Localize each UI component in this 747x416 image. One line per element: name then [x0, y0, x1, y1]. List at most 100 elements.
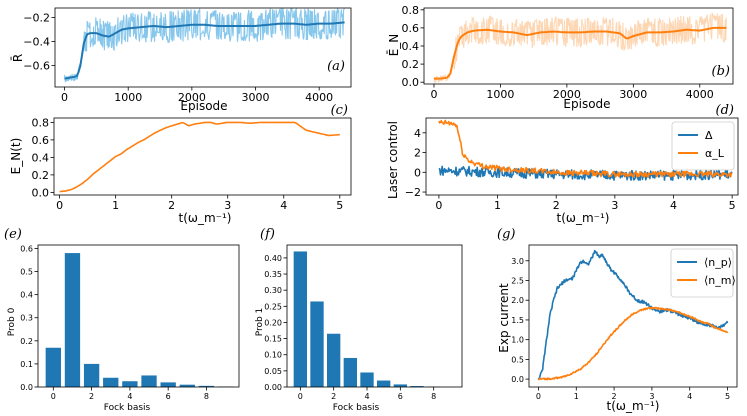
panel-f-ytick-label-6: 0.30 — [264, 286, 282, 295]
panel-g: Exp current t(ω_m⁻¹) (g) 0 1 2 3 4 5 0.0 0.5 1.0… — [497, 227, 738, 413]
panel-f-bar-7 — [410, 386, 424, 387]
panel-d-ytick-label-1: 0 — [414, 166, 421, 179]
panel-f-bar-6 — [393, 384, 407, 387]
panel-b-xtick-label-2: 2000 — [553, 88, 581, 101]
panel-a-series-0 — [64, 21, 345, 80]
panel-a-ytick-label-1: −0.4 — [23, 36, 50, 49]
panel-c-ytick-label-4: 0.8 — [32, 116, 50, 129]
panel-a-xtick-label-2: 2000 — [178, 91, 206, 104]
panel-g-ylabel: Exp current — [497, 283, 511, 353]
panel-f-frame — [286, 244, 463, 388]
panel-f-bar-0 — [293, 251, 307, 387]
panel-g-xtick-label-1: 1 — [574, 392, 579, 401]
panel-d-xtick-label-0: 0 — [435, 199, 442, 212]
panel-f-ytick-label-3: 0.15 — [264, 335, 282, 344]
panel-g-xtick-label-5: 5 — [725, 392, 730, 401]
panel-e-ytick-label-2: 0.2 — [20, 337, 33, 346]
panel-g-ytick-label-5: 2.5 — [511, 277, 524, 286]
panel-e-xtick-label-1: 2 — [89, 392, 94, 401]
panel-d-series-1 — [438, 119, 733, 178]
panel-a-ylabel: R̄ — [11, 54, 25, 62]
panel-c-series-0 — [59, 121, 340, 193]
panel-d-ylabel: Laser control — [386, 121, 400, 199]
panel-d: Laser control t(ω_m⁻¹) (d) 0 1 2 3 4 5 −2 0 2 4 Δα… — [386, 103, 739, 225]
panel-f-ytick-label-8: 0.40 — [264, 254, 282, 263]
panel-b-ytick-label-1: 0.2 — [402, 58, 420, 71]
panel-e-bar-4 — [122, 381, 138, 387]
panel-f-ytick-label-5: 0.25 — [264, 302, 282, 311]
panel-c-ytick-label-3: 0.6 — [32, 134, 50, 147]
panel-a-ytick-label-2: −0.2 — [23, 12, 50, 25]
panel-d-ytick-label-2: 2 — [414, 147, 421, 160]
panel-c-plot-area — [59, 121, 340, 193]
panel-f-ytick-label-2: 0.10 — [264, 351, 282, 360]
panel-e-bar-3 — [103, 377, 119, 387]
panel-c-ytick-label-1: 0.2 — [32, 169, 50, 182]
panel-e-ytick-label-6: 0.6 — [20, 244, 33, 253]
panel-g-xtick-label-0: 0 — [536, 392, 541, 401]
panel-c-xlabel: t(ω_m⁻¹) — [179, 211, 232, 225]
panel-f-label: (f) — [260, 227, 275, 242]
panel-g-xtick-label-2: 2 — [612, 392, 617, 401]
panel-e-xtick-label-0: 0 — [51, 392, 56, 401]
panel-f-plot-area — [293, 251, 441, 387]
panel-a: R̄ Episode (a) 0 1000 2000 3000 4000 −0.6 −0.4… — [11, 7, 352, 113]
panel-a-xlabel: Episode — [180, 99, 227, 113]
panel-d-xlabel: t(ω_m⁻¹) — [557, 211, 610, 225]
panel-g-plot-area — [537, 249, 729, 381]
panel-g-ytick-label-0: 0.0 — [511, 375, 524, 384]
panel-a-xtick-label-3: 3000 — [242, 91, 270, 104]
panel-f-ytick-label-0: 0.00 — [264, 383, 282, 392]
panel-e-bar-1 — [64, 253, 81, 387]
panel-f-bar-2 — [327, 333, 341, 387]
panel-f-bar-5 — [377, 380, 391, 387]
panel-e: Prob 0 Fock basis (e) 0 2 4 6 8 0.0 0.1 0.2 0.3 0… — [4, 227, 240, 413]
panel-c-xtick-label-1: 1 — [112, 199, 119, 212]
panel-b-band — [433, 11, 727, 84]
panel-b-plot-area — [433, 11, 727, 84]
panel-e-ytick-label-4: 0.4 — [20, 291, 33, 300]
panel-e-ytick-label-5: 0.5 — [20, 268, 33, 277]
panel-f-xtick-label-4: 8 — [431, 392, 436, 401]
panel-f-xlabel: Fock basis — [333, 403, 380, 413]
panel-b-ytick-label-0: 0.0 — [402, 76, 420, 89]
panel-f-ytick-label-7: 0.35 — [264, 270, 282, 279]
panel-b-label: (b) — [712, 64, 730, 79]
panel-c-xtick-label-0: 0 — [56, 199, 63, 212]
panel-d-xtick-label-5: 5 — [729, 199, 736, 212]
panel-f-ytick-label-4: 0.20 — [264, 318, 282, 327]
panel-a-xtick-label-0: 0 — [61, 91, 68, 104]
panel-d-xtick-label-4: 4 — [670, 199, 677, 212]
panel-e-bar-8 — [198, 385, 215, 387]
panel-c: E_N(t) t(ω_m⁻¹) (c) 0 1 2 3 4 5 0.0 0.2 0.4 0.6 0.… — [9, 103, 352, 225]
panel-d-legend-label-0: Δ — [705, 129, 713, 142]
panel-e-bar-2 — [83, 363, 100, 387]
panel-f: Prob 1 Fock basis (f) 0 2 4 6 8 0.00 0.05 0.10 0… — [255, 227, 463, 413]
panel-b-ytick-label-3: 0.6 — [402, 22, 420, 35]
panel-g-ytick-label-3: 1.5 — [511, 316, 524, 325]
panel-c-xtick-label-3: 3 — [224, 199, 231, 212]
panel-f-bar-1 — [310, 301, 324, 387]
panel-e-bar-0 — [45, 347, 61, 387]
panel-g-legend: ⟨n_p⟩ ⟨n_m⟩ — [670, 248, 736, 298]
panel-g-frame — [528, 244, 738, 388]
panel-c-label: (c) — [331, 103, 348, 118]
panel-e-ytick-label-3: 0.3 — [20, 314, 33, 323]
panel-e-ytick-label-0: 0.0 — [20, 383, 33, 392]
panel-e-ytick-label-1: 0.1 — [20, 360, 33, 369]
panel-d-plot-area — [438, 119, 733, 181]
panel-e-bar-6 — [160, 382, 176, 387]
panel-b-ytick-label-2: 0.4 — [402, 40, 420, 53]
panel-b-xtick-label-4: 4000 — [686, 88, 714, 101]
panel-g-ytick-label-4: 2.0 — [511, 296, 524, 305]
panel-c-xtick-label-2: 2 — [168, 199, 175, 212]
panel-e-xtick-label-4: 8 — [204, 392, 209, 401]
panel-e-xtick-label-3: 6 — [166, 392, 171, 401]
panel-g-xlabel: t(ω_m⁻¹) — [607, 399, 660, 413]
panel-d-label: (d) — [716, 103, 734, 118]
panel-e-bar-5 — [141, 375, 157, 387]
panel-g-label: (g) — [497, 227, 515, 242]
panel-e-plot-area — [45, 253, 234, 387]
panel-b-xtick-label-3: 3000 — [619, 88, 647, 101]
panel-f-bar-4 — [360, 372, 374, 387]
